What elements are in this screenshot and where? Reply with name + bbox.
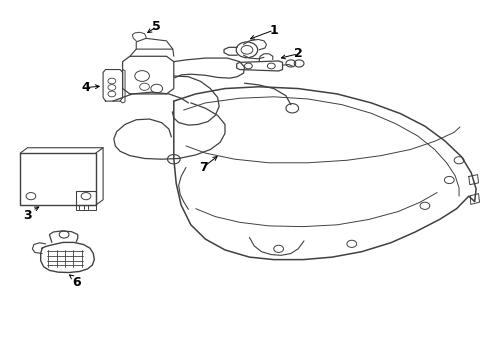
- Bar: [76, 205, 96, 210]
- Text: 5: 5: [152, 20, 161, 33]
- Bar: [20, 153, 96, 205]
- Text: 2: 2: [293, 47, 302, 60]
- Text: 4: 4: [81, 81, 90, 94]
- Bar: [76, 192, 96, 205]
- Text: 7: 7: [198, 161, 207, 174]
- Text: 3: 3: [23, 210, 32, 222]
- Text: 6: 6: [72, 276, 81, 289]
- Text: 1: 1: [269, 24, 278, 37]
